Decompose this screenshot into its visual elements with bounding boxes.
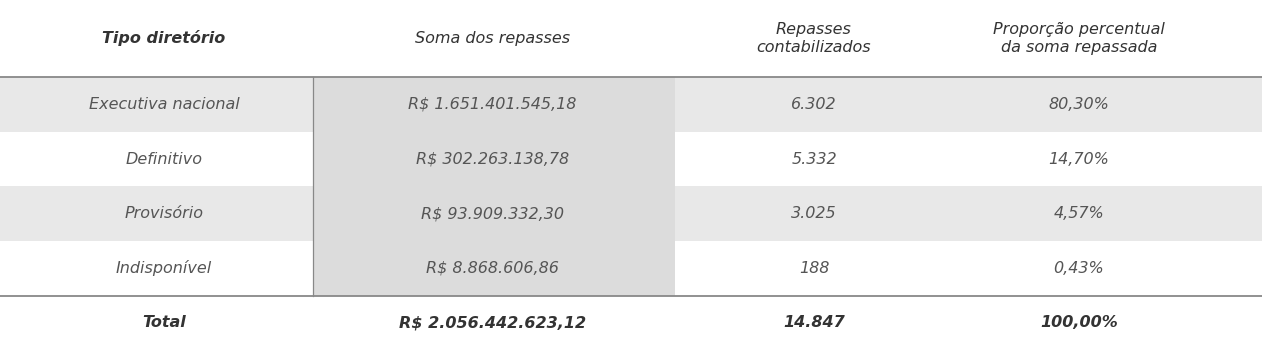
Bar — [313, 241, 675, 296]
Text: 3.025: 3.025 — [791, 206, 837, 221]
Bar — [0, 77, 1262, 132]
Text: 0,43%: 0,43% — [1054, 261, 1104, 276]
Text: Indisponível: Indisponível — [116, 260, 212, 276]
Bar — [313, 77, 675, 132]
Text: 100,00%: 100,00% — [1040, 315, 1118, 330]
Text: Soma dos repasses: Soma dos repasses — [415, 31, 569, 46]
Text: 4,57%: 4,57% — [1054, 206, 1104, 221]
Text: Repasses
contabilizados: Repasses contabilizados — [757, 22, 871, 55]
Text: Proporção percentual
da soma repassada: Proporção percentual da soma repassada — [993, 22, 1165, 55]
Text: 188: 188 — [799, 261, 829, 276]
Bar — [313, 186, 675, 241]
Text: 80,30%: 80,30% — [1049, 97, 1109, 112]
Text: 6.302: 6.302 — [791, 97, 837, 112]
Text: Definitivo: Definitivo — [125, 152, 203, 167]
Text: 5.332: 5.332 — [791, 152, 837, 167]
Text: R$ 2.056.442.623,12: R$ 2.056.442.623,12 — [399, 315, 586, 330]
Bar — [313, 132, 675, 186]
Text: R$ 93.909.332,30: R$ 93.909.332,30 — [420, 206, 564, 221]
Text: Executiva nacional: Executiva nacional — [88, 97, 240, 112]
Text: Provisório: Provisório — [125, 206, 203, 221]
Text: R$ 8.868.606,86: R$ 8.868.606,86 — [425, 261, 559, 276]
Text: 14.847: 14.847 — [784, 315, 844, 330]
Bar — [0, 186, 1262, 241]
Text: R$ 302.263.138,78: R$ 302.263.138,78 — [415, 152, 569, 167]
Text: R$ 1.651.401.545,18: R$ 1.651.401.545,18 — [408, 97, 577, 112]
Text: Tipo diretório: Tipo diretório — [102, 30, 226, 47]
Text: 14,70%: 14,70% — [1049, 152, 1109, 167]
Text: Total: Total — [143, 315, 186, 330]
